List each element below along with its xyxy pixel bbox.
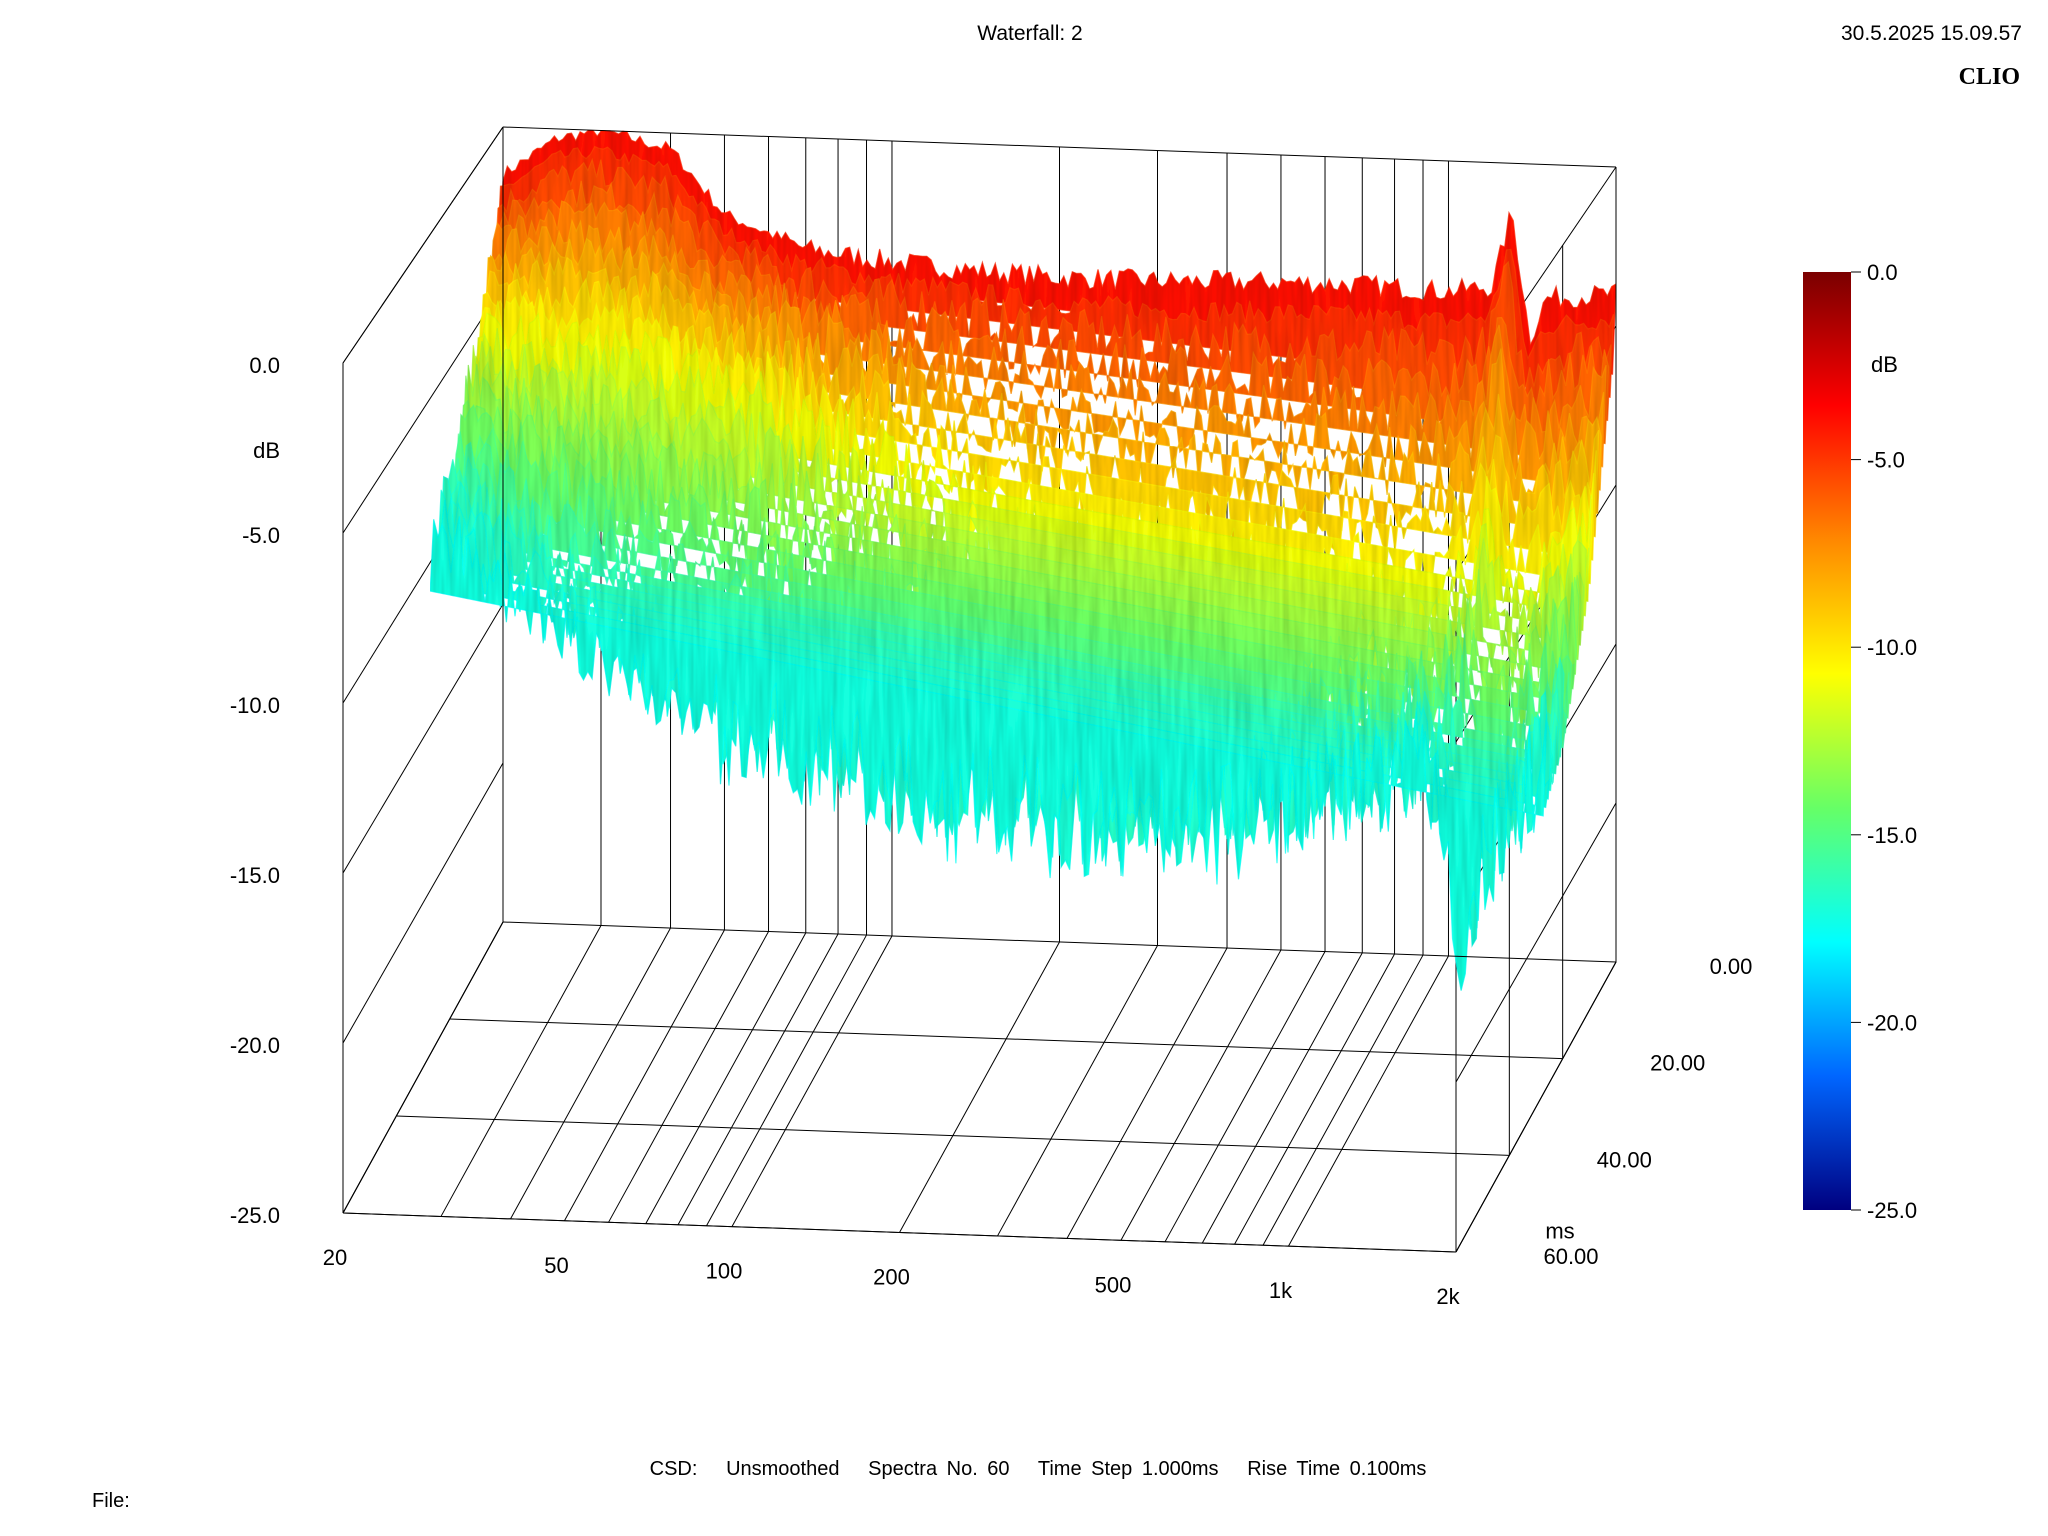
floor-frequency-gridline — [1262, 954, 1424, 1246]
y-tick-label: -10.0 — [230, 693, 280, 718]
colorbar-tick-label: -5.0 — [1867, 448, 1905, 473]
floor-frequency-gridline — [1164, 951, 1326, 1243]
x-tick-label: 20 — [323, 1245, 347, 1270]
time-tick-label: 40.00 — [1597, 1147, 1652, 1172]
colorbar: 0.0 -5.0 -10.0 -15.0 -20.0 -25.0 dB — [1803, 260, 1917, 1223]
floor-frequency-gridline — [564, 929, 725, 1222]
x-tick-label: 1k — [1269, 1278, 1293, 1303]
floor-frequency-gridline — [899, 941, 1060, 1233]
y-tick-label: -15.0 — [230, 863, 280, 888]
y-axis-label: dB — [253, 438, 280, 463]
time-tick-label: 20.00 — [1650, 1051, 1705, 1076]
waterfall-slice — [496, 145, 1615, 398]
side-wall-db-gridline — [342, 285, 504, 534]
y-tick-label: -20.0 — [230, 1033, 280, 1058]
axes-frame-edge — [342, 126, 504, 364]
floor-frequency-gridline — [706, 934, 867, 1226]
floor-frequency-gridline — [997, 945, 1158, 1237]
floor-frequency-gridline — [677, 933, 839, 1225]
x-tick-label: 500 — [1095, 1272, 1132, 1297]
floor-frequency-gridline — [1201, 952, 1363, 1244]
colorbar-label: dB — [1871, 352, 1898, 377]
time-tick-label: 60.00 — [1543, 1244, 1598, 1269]
file-label: File: — [92, 1490, 130, 1512]
measurement-info: CSD: Unsmoothed Spectra No. 60 Time Step… — [649, 1458, 1427, 1480]
floor-frequency-gridline — [440, 925, 602, 1217]
timestamp: 30.5.2025 15.09.57 — [1840, 22, 2022, 45]
time-axis-label: ms — [1545, 1219, 1574, 1244]
brand-logo-text: CLIO — [1958, 64, 2020, 90]
side-wall-db-gridline — [342, 762, 504, 1044]
x-tick-label: 50 — [544, 1253, 568, 1278]
waterfall-slice — [486, 218, 1605, 491]
floor-frequency-gridline — [1288, 955, 1449, 1247]
axes-frame-edge — [502, 126, 1617, 168]
side-wall-db-gridline — [342, 603, 504, 874]
floor-time-gridline — [502, 921, 1617, 963]
y-tick-label: -5.0 — [242, 523, 280, 548]
waterfall-slice — [493, 157, 1612, 422]
colorbar-tick-label: -25.0 — [1867, 1198, 1917, 1223]
floor-frequency-gridline — [608, 931, 769, 1223]
axes-frame — [342, 126, 1617, 1253]
axes-frame-edge — [342, 921, 504, 1214]
side-wall-db-gridline — [1455, 802, 1617, 1083]
y-tick-label: -25.0 — [230, 1203, 280, 1228]
waterfall-slice — [429, 516, 1548, 991]
colorbar-tick-label: -20.0 — [1867, 1010, 1917, 1035]
waterfall-surface — [429, 129, 1617, 991]
x-tick-label: 100 — [706, 1259, 743, 1284]
axis-labels: 20 50 100 200 500 1k 2k 0.0 -5.0 -10.0 -15.0 -20.0 -… — [230, 353, 1753, 1309]
floor-frequency-gridline — [645, 932, 807, 1224]
floor-time-gridline — [396, 1115, 1510, 1156]
floor-frequency-gridline — [731, 935, 893, 1227]
floor-frequency-gridline — [1120, 949, 1282, 1241]
colorbar-tick-label: 0.0 — [1867, 260, 1898, 285]
x-tick-label: 200 — [873, 1265, 910, 1290]
y-tick-label: 0.0 — [249, 353, 280, 378]
time-tick-label: 0.00 — [1710, 954, 1753, 979]
floor-time-gridline — [449, 1018, 1563, 1060]
x-tick-label: 2k — [1436, 1284, 1460, 1309]
floor-frequency-gridline — [1234, 953, 1395, 1245]
floor-frequency-gridline — [510, 927, 671, 1220]
colorbar-tick-label: -10.0 — [1867, 635, 1917, 660]
floor-frequency-gridline — [1066, 947, 1228, 1239]
axes-frame-edge — [1455, 961, 1617, 1253]
chart-title: Waterfall: 2 — [977, 22, 1083, 45]
colorbar-scale — [1803, 272, 1851, 1210]
grid-floor — [342, 921, 1617, 1253]
colorbar-tick-label: -15.0 — [1867, 823, 1917, 848]
axes-frame-edge — [342, 1212, 1457, 1253]
